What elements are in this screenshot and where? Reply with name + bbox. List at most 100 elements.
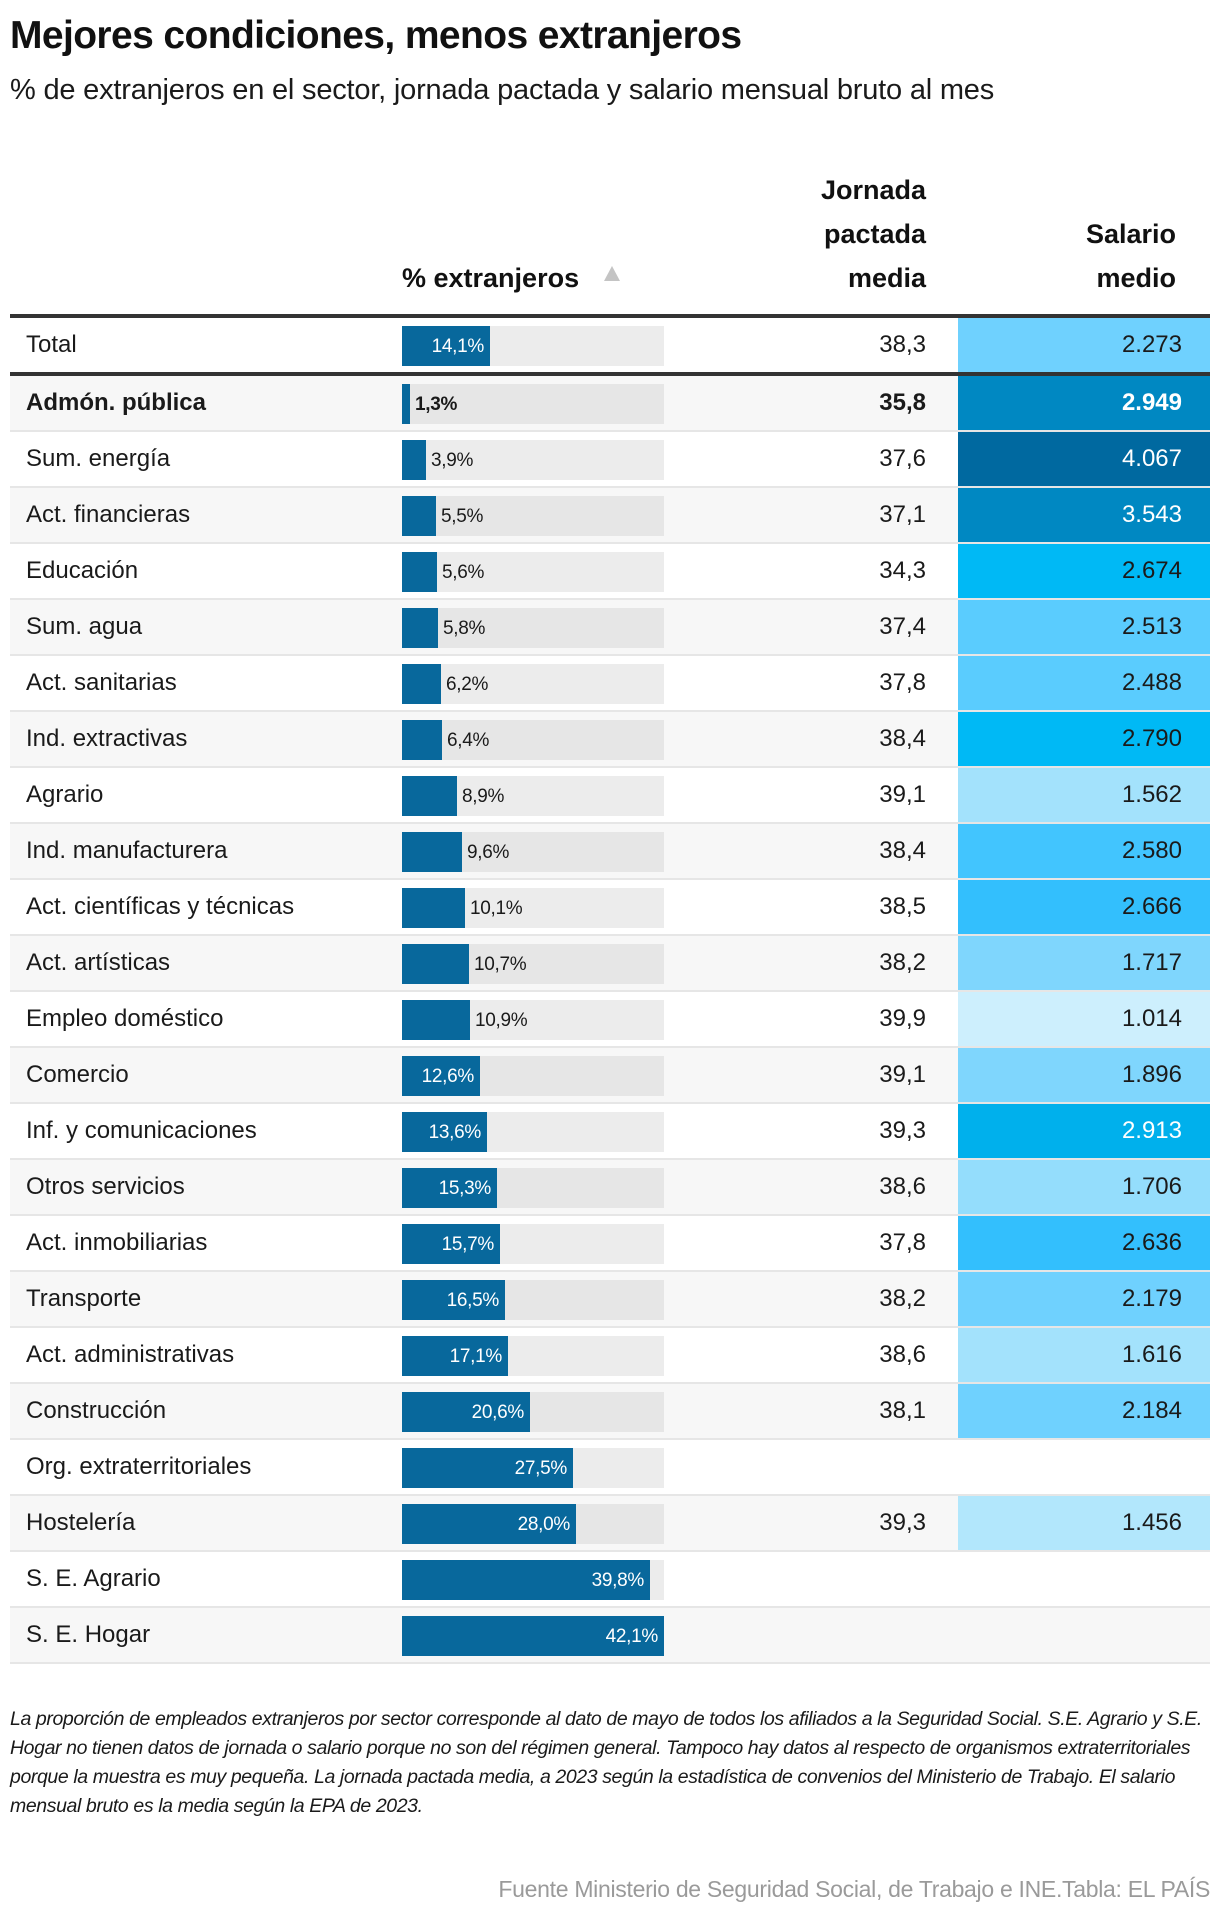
- bar-fill: [402, 326, 490, 366]
- row-divider: [10, 654, 1210, 656]
- sector-label: Act. financieras: [26, 501, 191, 528]
- sector-label: Otros servicios: [26, 1173, 185, 1200]
- table-row: Ind. extractivas 6,4% 38,4 2.790: [10, 712, 1210, 768]
- row-divider: [10, 1438, 1210, 1440]
- column-header-salario[interactable]: Salario medio: [1086, 212, 1176, 300]
- pct-label: 1,3%: [415, 394, 458, 415]
- row-divider: [10, 542, 1210, 544]
- sector-label: Admón. pública: [26, 389, 206, 416]
- sort-ascending-icon[interactable]: [604, 266, 620, 281]
- jornada-value: 38,4: [879, 725, 926, 752]
- column-header-pct-extranjeros[interactable]: % extranjeros: [402, 263, 580, 293]
- salario-value: 2.513: [1121, 613, 1182, 640]
- pct-label: 6,4%: [447, 730, 490, 751]
- bar-track: 6,4%: [402, 720, 664, 760]
- bar-track: 8,9%: [402, 776, 664, 816]
- bar-track: 3,9%: [402, 440, 664, 480]
- bar-track: 12,6%: [402, 1056, 664, 1096]
- row-divider: [10, 1494, 1210, 1496]
- row-divider: [10, 1382, 1210, 1384]
- row-divider: [10, 1550, 1210, 1552]
- row-divider: [10, 822, 1210, 824]
- row-divider: [10, 486, 1210, 488]
- sector-label: Act. artísticas: [26, 949, 171, 976]
- table-row: Empleo doméstico 10,9% 39,9 1.014: [10, 992, 1210, 1048]
- bar-track: 27,5%: [402, 1448, 664, 1488]
- salario-value: 1.896: [1121, 1061, 1182, 1088]
- sector-label: Total: [26, 331, 77, 358]
- bar-fill: [402, 1168, 497, 1208]
- header-rule: [10, 314, 1210, 318]
- salario-value: 1.562: [1121, 781, 1182, 808]
- jornada-value: 37,8: [879, 669, 926, 696]
- pct-label: 20,6%: [471, 1402, 525, 1423]
- salario-value: 2.674: [1121, 557, 1182, 584]
- bar-fill: [402, 720, 442, 760]
- bar-fill: [402, 776, 457, 816]
- bar-fill: [402, 664, 441, 704]
- table-row: Comercio 12,6% 39,1 1.896: [10, 1048, 1210, 1104]
- bar-fill: [402, 496, 436, 536]
- bar-fill: [402, 832, 462, 872]
- salario-cell: 1.706: [958, 1160, 1210, 1216]
- pct-label: 39,8%: [591, 1570, 645, 1591]
- bar-track: 42,1%: [402, 1616, 664, 1656]
- bar-fill: [402, 1224, 500, 1264]
- bar-fill: [402, 1056, 480, 1096]
- salario-value: 1.014: [1121, 1005, 1182, 1032]
- bar-track: 28,0%: [402, 1504, 664, 1544]
- jornada-value: 37,4: [879, 613, 926, 640]
- row-divider: [10, 1214, 1210, 1216]
- salario-cell: 2.513: [958, 600, 1210, 656]
- jornada-value: 37,8: [879, 1229, 926, 1256]
- bar-track: 16,5%: [402, 1280, 664, 1320]
- jornada-value: 39,9: [879, 1005, 926, 1032]
- total-rule: [10, 372, 1210, 376]
- jornada-value: 39,3: [879, 1509, 926, 1536]
- table-row: Act. sanitarias 6,2% 37,8 2.488: [10, 656, 1210, 712]
- sector-label: Transporte: [26, 1285, 142, 1312]
- salario-cell: 1.014: [958, 992, 1210, 1048]
- table-row: Act. inmobiliarias 15,7% 37,8 2.636: [10, 1216, 1210, 1272]
- salario-value: 2.273: [1121, 331, 1182, 358]
- row-divider: [10, 1270, 1210, 1272]
- row-divider: [10, 430, 1210, 432]
- pct-label: 5,8%: [443, 618, 486, 639]
- table-row: Agrario 8,9% 39,1 1.562: [10, 768, 1210, 824]
- bar-fill: [402, 384, 410, 424]
- jornada-value: 38,3: [879, 331, 926, 358]
- table-row: Act. artísticas 10,7% 38,2 1.717: [10, 936, 1210, 992]
- salario-cell: 1.896: [958, 1048, 1210, 1104]
- salario-value: 1.706: [1121, 1173, 1182, 1200]
- bar-track: 10,7%: [402, 944, 664, 984]
- jornada-value: 38,2: [879, 1285, 926, 1312]
- table-row: Hostelería 28,0% 39,3 1.456: [10, 1496, 1210, 1552]
- jornada-value: 34,3: [879, 557, 926, 584]
- salario-value: 1.717: [1121, 949, 1182, 976]
- jornada-value: 38,5: [879, 893, 926, 920]
- column-header-jornada-line: Jornada: [820, 175, 926, 205]
- table-row: Act. administrativas 17,1% 38,6 1.616: [10, 1328, 1210, 1384]
- bar-fill: [402, 1448, 573, 1488]
- sector-label: Sum. energía: [26, 445, 171, 472]
- sector-label: Inf. y comunicaciones: [26, 1117, 257, 1144]
- sector-label: Agrario: [26, 781, 104, 808]
- jornada-value: 37,1: [879, 501, 926, 528]
- salario-value: 2.580: [1121, 837, 1182, 864]
- sector-label: S. E. Hogar: [26, 1621, 151, 1648]
- bar-track: 15,3%: [402, 1168, 664, 1208]
- bar-fill: [402, 1336, 508, 1376]
- bar-track: 1,3%: [402, 384, 664, 424]
- bar-fill: [402, 1280, 505, 1320]
- column-header-jornada[interactable]: Jornada pactada media: [821, 168, 926, 300]
- row-divider: [10, 878, 1210, 880]
- row-divider: [10, 1046, 1210, 1048]
- bar-track: 39,8%: [402, 1560, 664, 1600]
- pct-label: 17,1%: [449, 1346, 503, 1367]
- table-row: Total 14,1% 38,3 2.273: [10, 318, 1210, 374]
- bar-track: 17,1%: [402, 1336, 664, 1376]
- sector-label: Empleo doméstico: [26, 1005, 224, 1032]
- pct-label: 10,9%: [475, 1010, 528, 1031]
- sector-label: Org. extraterritoriales: [26, 1453, 252, 1480]
- pct-label: 15,7%: [441, 1234, 495, 1255]
